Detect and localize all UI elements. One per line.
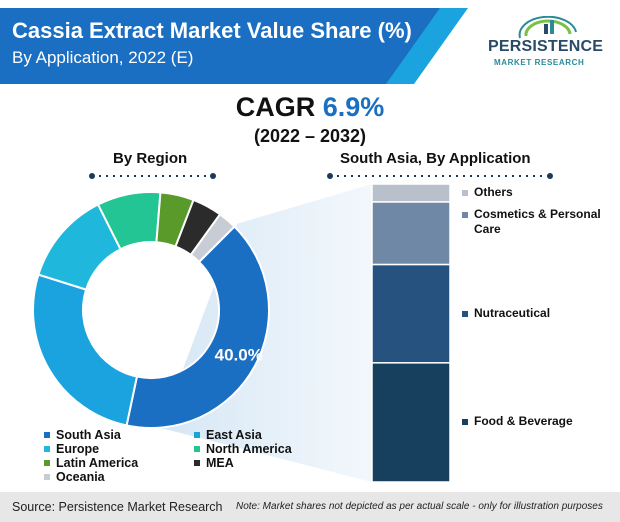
legend-swatch [44,432,50,438]
divider-dot [547,173,553,179]
stack-label-text: Nutraceutical [474,305,551,320]
legend-item-north-america: North America [194,442,292,456]
divider-dot [327,173,333,179]
legend-label: Europe [56,442,100,456]
donut-slice-oceania [189,212,236,264]
stack-title: South Asia, By Application [340,150,531,167]
stack-label-nutraceutical: Nutraceutical [462,306,612,321]
logo-tagline: MARKET RESEARCH [494,58,585,67]
legend-swatch [44,474,50,480]
stack-segment-nutraceutical [371,263,451,364]
stack-label-text: Cosmetics & Personal Care [474,207,601,237]
stack-label-others: Others [462,185,612,200]
donut-data-label: 40.0% [215,345,263,364]
cagr-value: 6.9% [322,92,385,122]
logo-wordmark: PERSISTENCE [488,38,604,55]
title-banner [0,8,468,84]
stack-label-text: Others [474,184,513,199]
legend-item-mea: MEA [194,456,234,470]
chart-canvas: 40.0% [32,173,553,483]
legend-swatch [44,446,50,452]
donut-title: By Region [113,150,188,167]
legend-label: East Asia [206,428,262,442]
legend-label: Latin America [56,456,139,470]
legend-swatch [194,446,200,452]
legend-item-east-asia: East Asia [194,428,262,442]
legend-item-europe: Europe [44,442,99,456]
legend-swatch [462,212,468,219]
divider-dot [89,173,95,179]
legend-swatch [462,189,468,196]
persistence-logo-icon [518,16,577,39]
legend-label: MEA [206,456,234,470]
legend-item-oceania: Oceania [44,470,105,484]
legend-item-south-asia: South Asia [44,428,121,442]
stack-segment-food-beverage [371,362,451,483]
legend-label: North America [206,442,292,456]
stack-label-food-beverage: Food & Beverage [462,414,612,429]
legend-swatch [462,310,468,317]
legend-swatch [44,460,50,466]
stack-label-cosmetics-personal-care: Cosmetics & Personal Care [462,207,612,237]
legend-label: South Asia [56,428,121,442]
chart-title: Cassia Extract Market Value Share (%) [12,18,412,43]
legend-swatch [194,460,200,466]
note-text: Note: Market shares not depicted as per … [236,501,603,512]
footer-bar: Source: Persistence Market Research Note… [0,492,620,522]
legend-item-latin-america: Latin America [44,456,138,470]
source-text: Source: Persistence Market Research [12,500,223,514]
cagr-label: CAGR [235,92,316,122]
divider-dot [210,173,216,179]
stack-segment-others [371,183,451,203]
stack-label-text: Food & Beverage [474,414,573,429]
cagr-period: (2022 – 2032) [253,126,367,146]
chart-subtitle: By Application, 2022 (E) [12,48,194,67]
legend-swatch [194,432,200,438]
legend-swatch [462,419,468,426]
stack-segment-cosmetics-personal-care [371,201,451,266]
donut-slice-south-asia [125,225,270,429]
donut-slice-east-asia [32,273,139,427]
legend-label: Oceania [56,470,105,484]
cagr-headline: CAGR 6.9% [0,92,620,123]
